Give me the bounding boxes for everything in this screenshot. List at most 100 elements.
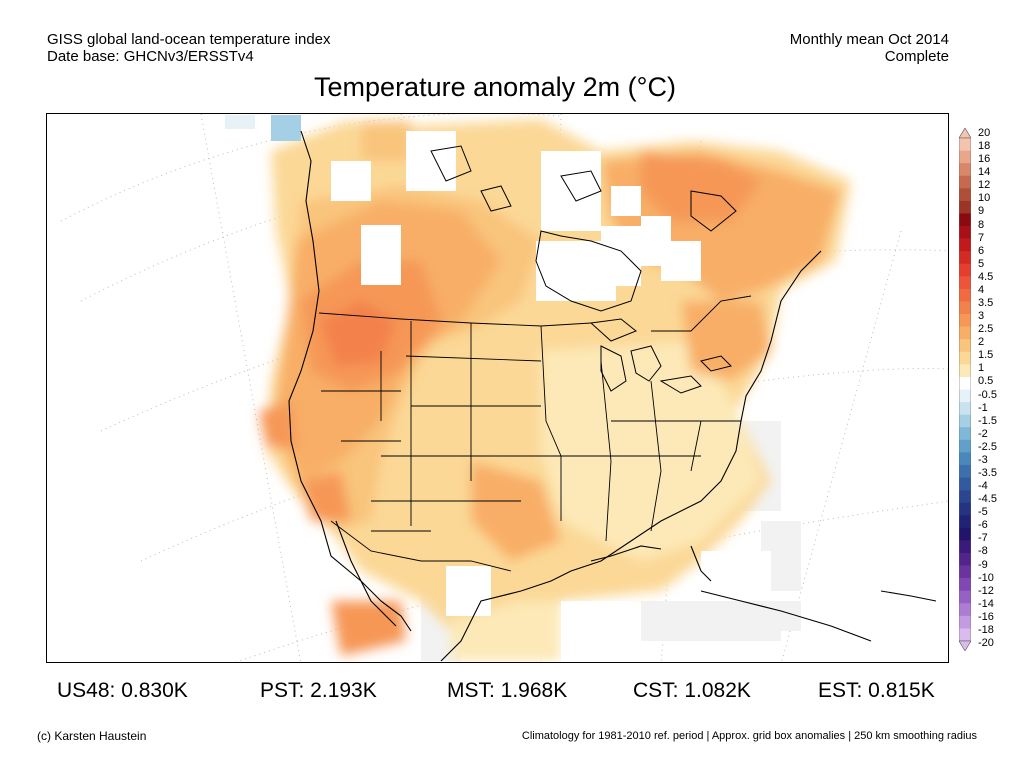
stat-cst: CST: 1.082K bbox=[633, 679, 751, 702]
colorbar-label: -10 bbox=[978, 571, 994, 584]
colorbar-swatch bbox=[959, 314, 971, 327]
colorbar-swatch bbox=[959, 389, 971, 403]
colorbar-swatch bbox=[959, 603, 971, 617]
colorbar-label: -0.5 bbox=[978, 388, 997, 401]
completeness-label: Complete bbox=[884, 48, 949, 65]
colorbar-label: 1.5 bbox=[978, 349, 994, 362]
colorbar-swatch bbox=[959, 628, 971, 642]
map-canvas bbox=[60, 114, 948, 662]
colorbar-swatch bbox=[959, 402, 971, 415]
colorbar-label: -6 bbox=[978, 519, 988, 532]
colorbar-swatch bbox=[959, 439, 971, 453]
stat-pst: PST: 2.193K bbox=[260, 679, 377, 702]
colorbar-label: 12 bbox=[978, 179, 991, 192]
colorbar-label: 14 bbox=[978, 166, 991, 179]
colorbar-swatch bbox=[959, 301, 971, 315]
colorbar-swatch bbox=[959, 226, 971, 239]
method-notes: Climatology for 1981-2010 ref. period | … bbox=[521, 730, 977, 742]
colorbar-label: 0.5 bbox=[978, 375, 994, 388]
colorbar-swatch bbox=[959, 502, 971, 516]
colorbar-swatch bbox=[959, 364, 971, 378]
map-title: Temperature anomaly 2m (°C) bbox=[314, 72, 676, 102]
colorbar-label: -2 bbox=[978, 427, 988, 440]
colorbar-swatch bbox=[959, 540, 971, 554]
colorbar-label: 5 bbox=[978, 257, 985, 270]
colorbar-label: 2.5 bbox=[978, 323, 994, 336]
stat-mst: MST: 1.968K bbox=[447, 679, 568, 702]
colorbar-label: -14 bbox=[978, 597, 994, 610]
colorbar-swatch bbox=[959, 138, 971, 151]
colorbar-swatch bbox=[959, 326, 971, 340]
colorbar-swatch bbox=[959, 527, 971, 541]
colorbar-label: -2.5 bbox=[978, 440, 997, 453]
colorbar-label: -1 bbox=[978, 401, 988, 414]
stat-est: EST: 0.815K bbox=[818, 679, 935, 702]
colorbar-swatch bbox=[959, 414, 971, 428]
colorbar-swatch bbox=[959, 578, 971, 591]
period-info: Monthly mean Oct 2014 Complete bbox=[790, 31, 949, 65]
colorbar-swatch bbox=[959, 376, 971, 390]
colorbar-swatch bbox=[959, 339, 971, 353]
anomaly-field bbox=[259, 119, 851, 661]
colorbar-label: 9 bbox=[978, 205, 985, 218]
colorbar-swatch bbox=[959, 288, 971, 302]
colorbar-label: 18 bbox=[978, 140, 991, 153]
colorbar-swatch bbox=[959, 213, 971, 227]
colorbar-label: -7 bbox=[978, 532, 988, 545]
colorbar-swatch bbox=[959, 565, 971, 579]
colorbar-label: -1.5 bbox=[978, 414, 997, 427]
colorbar-label: -12 bbox=[978, 584, 994, 597]
missing-data-cells bbox=[331, 131, 771, 661]
colorbar-swatch bbox=[959, 276, 971, 290]
dataset-title: GISS global land-ocean temperature index bbox=[47, 31, 331, 48]
colorbar-label: 2 bbox=[978, 336, 985, 349]
colorbar-swatch bbox=[959, 615, 971, 629]
colorbar-label: -8 bbox=[978, 545, 988, 558]
hudson-bay-and-lakes bbox=[430, 145, 737, 394]
colorbar-swatch bbox=[959, 464, 971, 478]
colorbar-label: -18 bbox=[978, 623, 994, 636]
colorbar-label: 10 bbox=[978, 192, 991, 205]
colorbar-swatch bbox=[959, 452, 971, 466]
colorbar-label: -4 bbox=[978, 480, 988, 493]
dataset-base: Date base: GHCNv3/ERSSTv4 bbox=[47, 48, 254, 65]
regional-stats: US48: 0.830K PST: 2.193K MST: 1.968K CST… bbox=[0, 679, 1024, 703]
cold-cells bbox=[225, 115, 301, 141]
colorbar-label: 3.5 bbox=[978, 297, 994, 309]
colorbar-swatch bbox=[959, 490, 971, 503]
colorbar-label: 20 bbox=[978, 127, 991, 139]
colorbar-label: 7 bbox=[978, 231, 985, 244]
colorbar-label: -3 bbox=[978, 453, 988, 466]
colorbar-swatch bbox=[959, 427, 971, 441]
colorbar-swatch bbox=[959, 175, 971, 189]
colorbar-label: 4.5 bbox=[978, 270, 994, 283]
stat-us48: US48: 0.830K bbox=[57, 679, 188, 702]
colorbar-label: 1 bbox=[978, 362, 985, 375]
colorbar-swatches bbox=[959, 137, 971, 642]
coastlines bbox=[288, 130, 937, 662]
colorbar-label: -16 bbox=[978, 610, 994, 623]
colorbar-label: 4 bbox=[978, 283, 985, 296]
colorbar-label: -4.5 bbox=[978, 493, 997, 506]
colorbar-label: -3.5 bbox=[978, 467, 997, 479]
colorbar-swatch bbox=[959, 163, 971, 177]
borders bbox=[318, 295, 752, 572]
anomaly-map bbox=[46, 113, 949, 663]
colorbar-swatch bbox=[959, 590, 971, 604]
period-label: Monthly mean Oct 2014 bbox=[789, 31, 949, 48]
dataset-info: GISS global land-ocean temperature index… bbox=[47, 31, 331, 65]
colorbar-label: 3 bbox=[978, 310, 985, 323]
colorbar-labels: 20 18 16 14 12 10 9 8 7 6 5 4.5 4 3.5 3 2.5 2 1.5 1 0.5 -0.5… bbox=[978, 128, 1024, 649]
colorbar-swatch bbox=[959, 552, 971, 566]
colorbar-label: -5 bbox=[978, 506, 988, 519]
colorbar-bottom-arrow bbox=[959, 640, 971, 651]
colorbar bbox=[959, 128, 971, 651]
colorbar-swatch bbox=[959, 238, 971, 252]
colorbar-swatch bbox=[959, 188, 971, 202]
colorbar-label: 8 bbox=[978, 218, 985, 231]
credit: (c) Karsten Haustein bbox=[37, 729, 147, 743]
colorbar-swatch bbox=[959, 351, 971, 365]
colorbar-swatch bbox=[959, 515, 971, 529]
colorbar-label: 6 bbox=[978, 244, 985, 257]
colorbar-swatch bbox=[959, 263, 971, 277]
